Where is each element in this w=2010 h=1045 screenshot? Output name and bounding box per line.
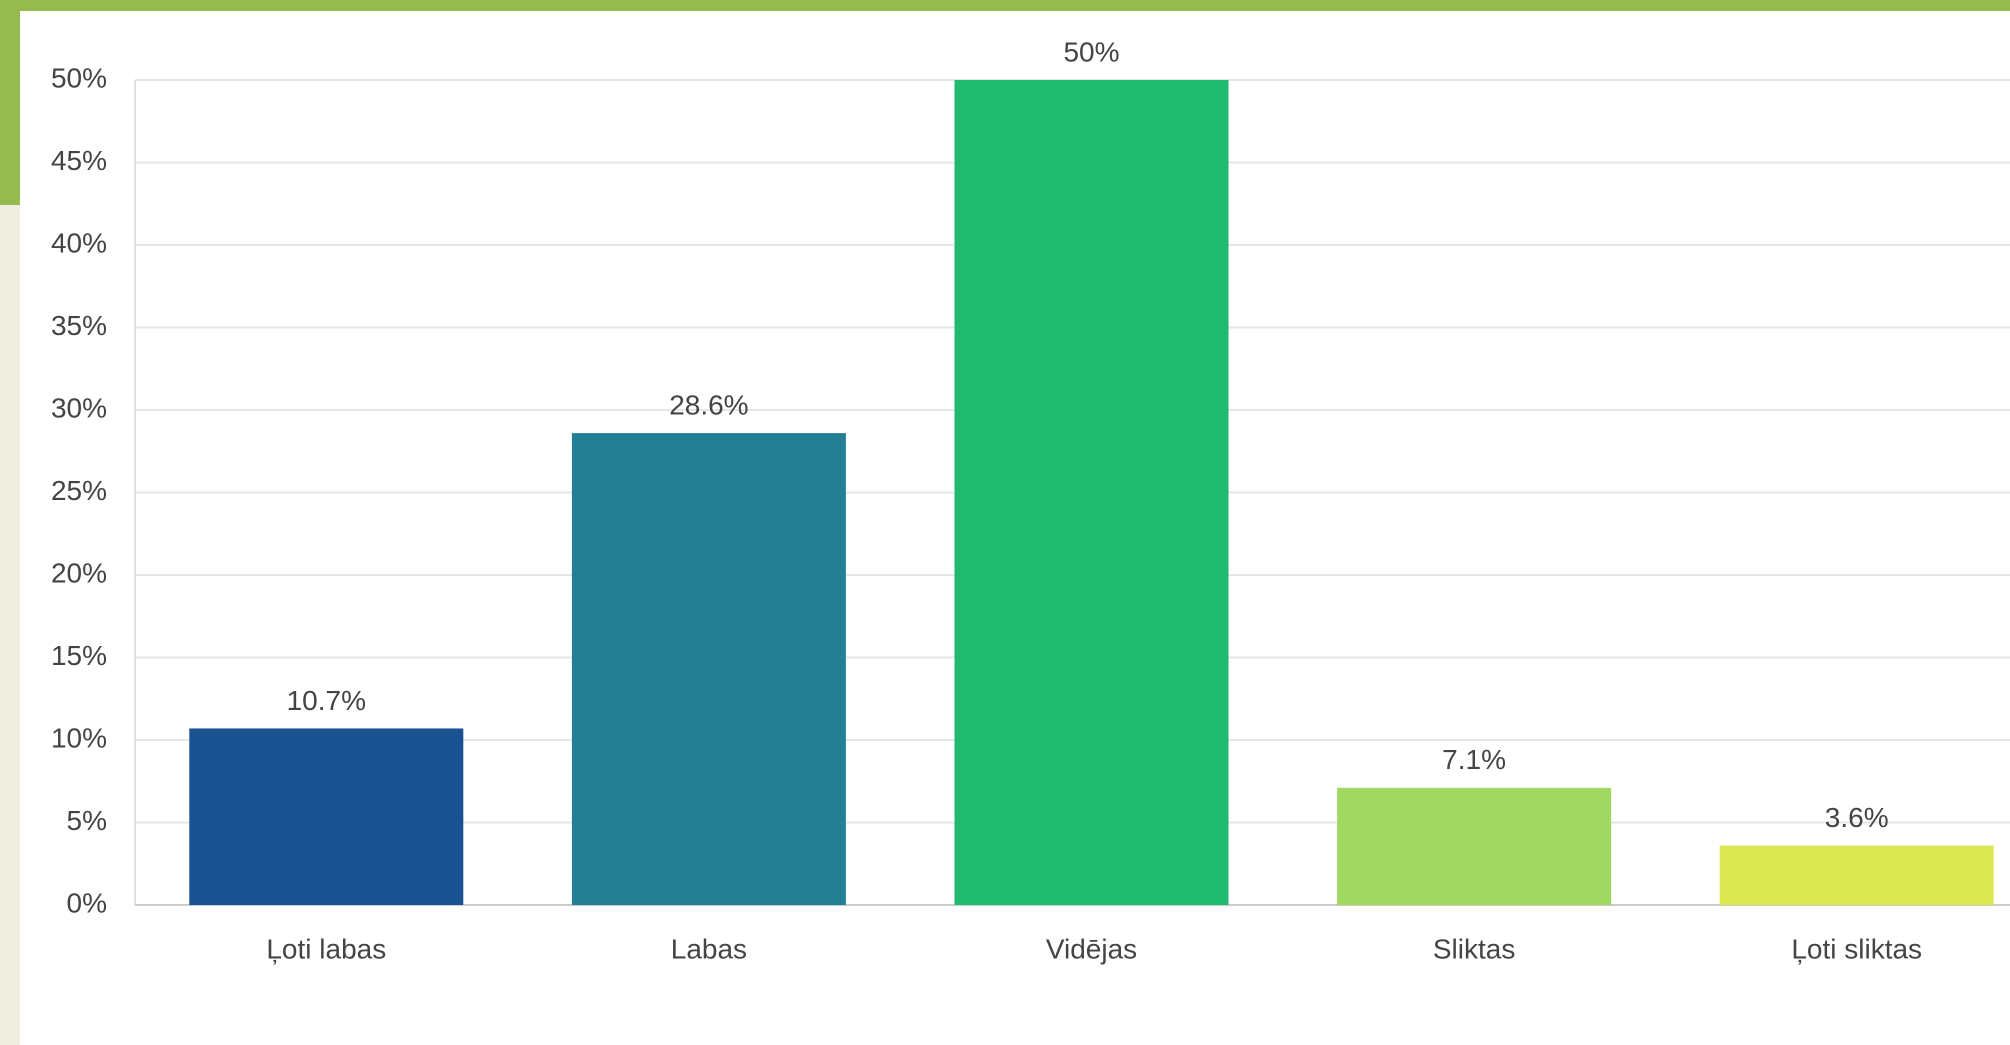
y-tick-label: 0% (67, 887, 107, 918)
y-tick-label: 25% (51, 475, 107, 506)
y-tick-label: 50% (51, 62, 107, 93)
value-label: 3.6% (1825, 802, 1889, 833)
bar (1719, 845, 1994, 905)
side-accent (0, 0, 20, 205)
x-tick-label: Sliktas (1433, 933, 1515, 964)
x-tick-label: Ļoti sliktas (1791, 933, 1922, 964)
y-tick-label: 40% (51, 227, 107, 258)
bar (189, 728, 464, 905)
top-bar (0, 0, 2010, 11)
bar (571, 433, 846, 905)
value-label: 7.1% (1442, 744, 1506, 775)
y-tick-label: 5% (67, 805, 107, 836)
value-label: 10.7% (287, 685, 366, 716)
bar (1337, 787, 1612, 905)
x-tick-label: Vidējas (1046, 933, 1137, 964)
y-tick-label: 20% (51, 557, 107, 588)
y-tick-label: 35% (51, 310, 107, 341)
y-tick-label: 45% (51, 145, 107, 176)
side-strip (0, 0, 20, 1045)
value-label: 50% (1063, 36, 1119, 67)
x-tick-label: Ļoti labas (266, 933, 386, 964)
y-tick-label: 30% (51, 392, 107, 423)
value-label: 28.6% (669, 389, 748, 420)
y-tick-label: 15% (51, 640, 107, 671)
y-tick-label: 10% (51, 722, 107, 753)
x-tick-label: Labas (671, 933, 747, 964)
bar (954, 80, 1229, 905)
